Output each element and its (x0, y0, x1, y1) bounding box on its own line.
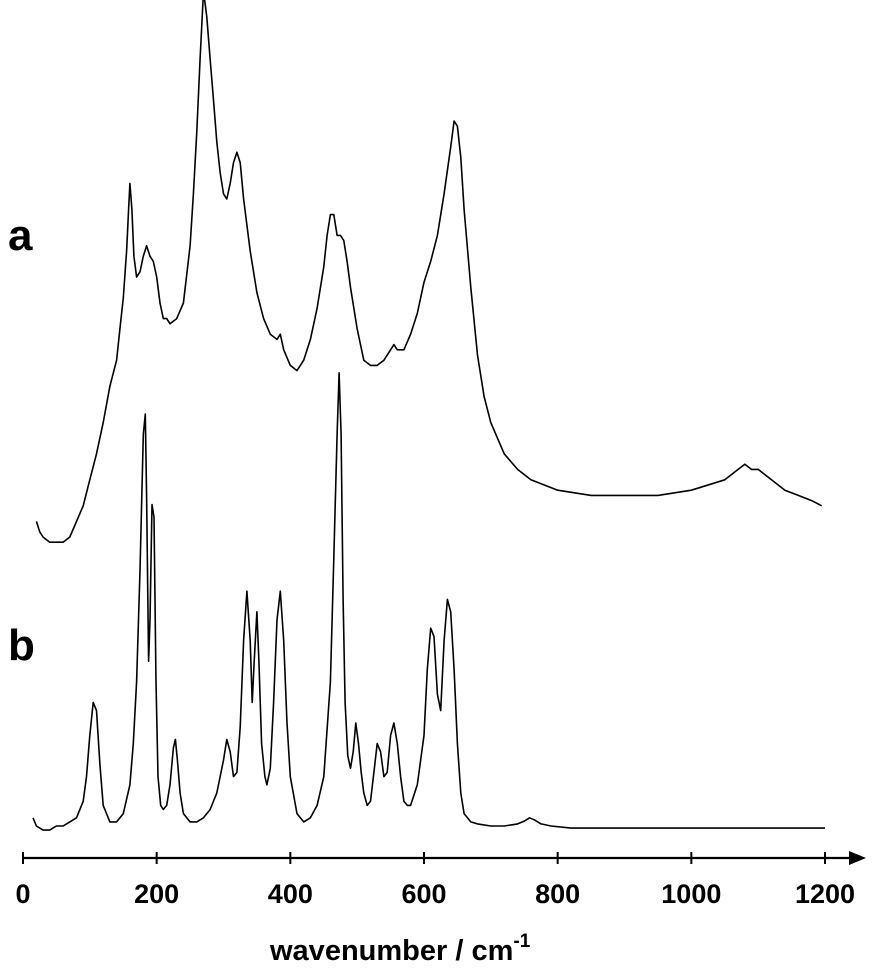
panel-label-b: b (8, 621, 35, 670)
x-tick-label: 1000 (661, 879, 721, 909)
spectrum-trace-a (35, 0, 823, 543)
x-axis-title-superscript: -1 (513, 931, 530, 952)
spectrum-trace-b (32, 372, 825, 831)
x-axis-title: wavenumber / cm-1 (269, 931, 531, 967)
spectrum-traces (32, 0, 825, 831)
x-axis (23, 851, 866, 865)
panel-label-a: a (8, 211, 33, 260)
x-axis-title-text: wavenumber / cm (269, 935, 513, 967)
x-tick-label: 1200 (795, 879, 855, 909)
x-axis-ticks: 0 200 400 600 800 1000 1200 (15, 852, 855, 909)
panel-labels: ab (8, 211, 35, 670)
x-tick-label: 800 (535, 879, 580, 909)
x-tick-label: 0 (15, 879, 30, 909)
x-axis-arrowhead (849, 851, 866, 865)
x-tick-label: 600 (401, 879, 446, 909)
x-tick-label: 200 (134, 879, 179, 909)
x-tick-label: 400 (268, 879, 313, 909)
